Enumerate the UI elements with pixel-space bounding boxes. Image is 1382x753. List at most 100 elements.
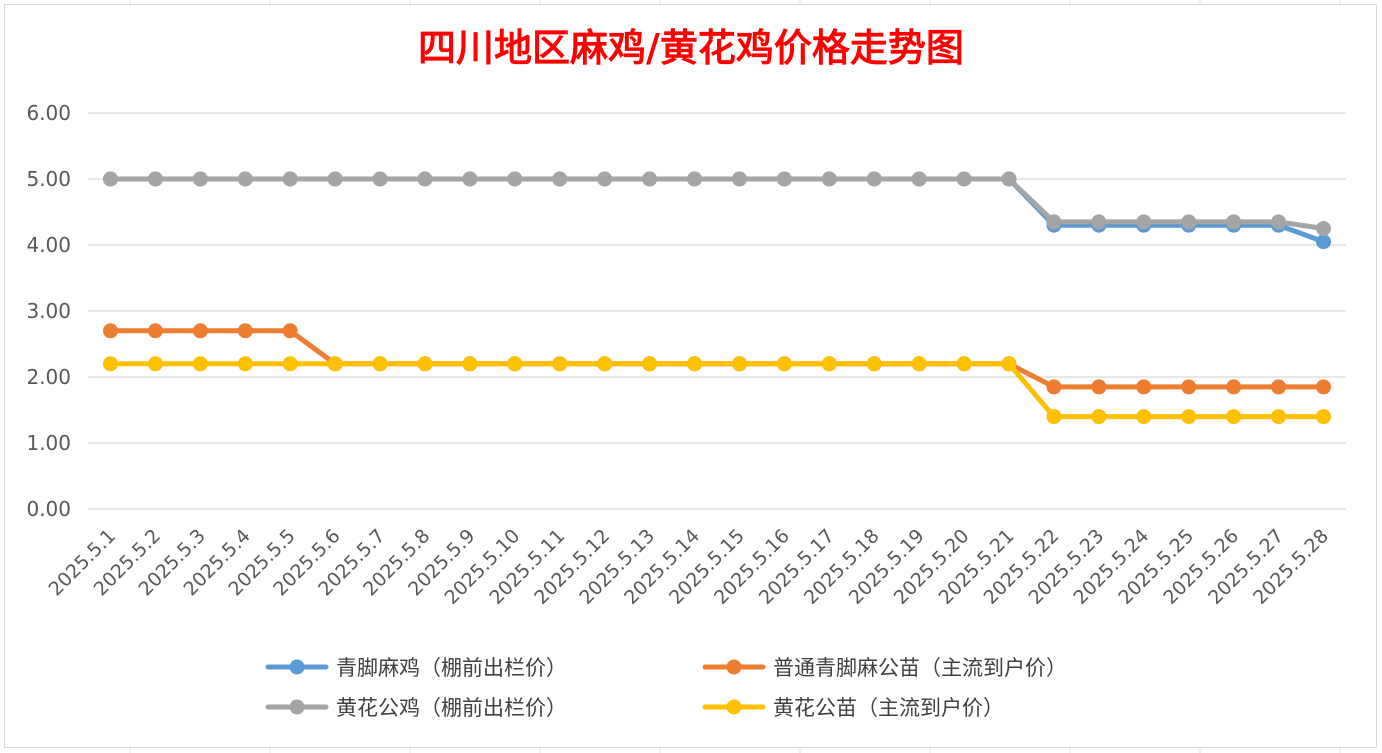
series-3	[103, 356, 1331, 425]
data-point-series-2	[1001, 171, 1017, 187]
data-point-series-3	[552, 356, 568, 372]
data-point-series-2	[192, 171, 208, 187]
data-point-series-2	[911, 171, 927, 187]
legend-marker-series-2	[289, 699, 305, 715]
series-line-2	[108, 176, 1326, 231]
data-point-series-1	[1046, 379, 1062, 395]
data-point-series-3	[1271, 409, 1287, 425]
data-point-series-2	[282, 171, 298, 187]
data-point-series-2	[507, 171, 523, 187]
legend-item-series-3: 黄花公苗（主流到户价）	[702, 696, 1004, 720]
data-point-series-2	[1226, 214, 1242, 230]
data-point-series-3	[417, 356, 433, 372]
data-point-series-2	[821, 171, 837, 187]
y-tick-label: 5.00	[26, 167, 71, 191]
data-point-series-1	[1181, 379, 1197, 395]
data-point-series-0	[1316, 234, 1331, 250]
data-point-series-2	[956, 171, 972, 187]
data-point-series-1	[192, 323, 208, 339]
data-point-series-2	[1181, 214, 1197, 230]
data-point-series-2	[552, 171, 568, 187]
data-point-series-3	[1046, 409, 1062, 425]
data-point-series-2	[237, 171, 253, 187]
legend-marker-series-3	[726, 699, 742, 715]
data-point-series-1	[1091, 379, 1107, 395]
data-point-series-1	[1316, 379, 1331, 395]
data-point-series-3	[956, 356, 972, 372]
y-gridlines	[88, 112, 1346, 510]
data-point-series-1	[1271, 379, 1287, 395]
sheet-background	[129, 0, 1341, 753]
data-point-series-3	[1181, 409, 1197, 425]
data-point-series-1	[1136, 379, 1152, 395]
y-tick-label: 1.00	[26, 431, 71, 455]
series-line-3	[108, 361, 1326, 420]
series-2	[103, 171, 1331, 236]
data-point-series-3	[1226, 409, 1242, 425]
legend-label-series-1: 普通青脚麻公苗（主流到户价）	[773, 656, 1067, 680]
data-point-series-1	[103, 323, 118, 339]
data-point-series-3	[282, 356, 298, 372]
legend-marker-series-0	[289, 659, 305, 675]
data-point-series-2	[597, 171, 613, 187]
data-point-series-2	[417, 171, 433, 187]
data-point-series-2	[866, 171, 882, 187]
data-point-series-3	[327, 356, 343, 372]
series-layer	[103, 171, 1331, 425]
legend-item-series-2: 黄花公鸡（棚前出栏价）	[265, 696, 567, 720]
data-point-series-3	[1001, 356, 1017, 372]
data-point-series-2	[1091, 214, 1107, 230]
data-point-series-3	[1091, 409, 1107, 425]
legend-label-series-3: 黄花公苗（主流到户价）	[773, 696, 1004, 720]
data-point-series-2	[1271, 214, 1287, 230]
data-point-series-2	[462, 171, 478, 187]
data-point-series-3	[731, 356, 747, 372]
y-tick-label: 3.00	[26, 299, 71, 323]
legend-marker-series-1	[726, 659, 742, 675]
data-point-series-3	[687, 356, 703, 372]
legend-item-series-1: 普通青脚麻公苗（主流到户价）	[702, 656, 1067, 680]
data-point-series-2	[1316, 221, 1331, 236]
legend-item-series-0: 青脚麻鸡（棚前出栏价）	[265, 656, 567, 680]
legend-label-series-2: 黄花公鸡（棚前出栏价）	[336, 696, 567, 720]
data-point-series-3	[821, 356, 837, 372]
y-tick-label: 0.00	[26, 497, 71, 521]
data-point-series-3	[597, 356, 613, 372]
data-point-series-3	[1136, 409, 1152, 425]
data-point-series-2	[731, 171, 747, 187]
data-point-series-3	[372, 356, 388, 372]
legend: 青脚麻鸡（棚前出栏价） 普通青脚麻公苗（主流到户价） 黄花公鸡（棚前出栏价） 黄…	[265, 656, 1067, 720]
chart-area-border	[4, 4, 1377, 748]
data-point-series-2	[1046, 214, 1062, 230]
data-point-series-1	[282, 323, 298, 339]
data-point-series-2	[147, 171, 163, 187]
y-tick-label: 4.00	[26, 233, 71, 257]
data-point-series-3	[237, 356, 253, 372]
y-tick-label: 2.00	[26, 365, 71, 389]
data-point-series-2	[327, 171, 343, 187]
data-point-series-2	[103, 171, 118, 187]
data-point-series-3	[642, 356, 658, 372]
data-point-series-2	[642, 171, 658, 187]
y-axis-tick-labels: 0.00 1.00 2.00 3.00 4.00 5.00 6.00	[26, 101, 71, 521]
data-point-series-3	[507, 356, 523, 372]
data-point-series-3	[103, 356, 118, 372]
data-point-series-3	[192, 356, 208, 372]
data-point-series-3	[1316, 409, 1331, 425]
data-point-series-1	[237, 323, 253, 339]
data-point-series-3	[911, 356, 927, 372]
data-point-series-2	[776, 171, 792, 187]
data-point-series-2	[687, 171, 703, 187]
data-point-series-3	[462, 356, 478, 372]
data-point-series-1	[1226, 379, 1242, 395]
data-point-series-3	[776, 356, 792, 372]
data-point-series-2	[1136, 214, 1152, 230]
data-point-series-3	[147, 356, 163, 372]
y-tick-label: 6.00	[26, 101, 71, 125]
data-point-series-3	[866, 356, 882, 372]
data-point-series-2	[372, 171, 388, 187]
chart-title: 四川地区麻鸡/黄花鸡价格走势图	[418, 25, 964, 70]
legend-label-series-0: 青脚麻鸡（棚前出栏价）	[336, 656, 567, 680]
data-point-series-1	[147, 323, 163, 339]
